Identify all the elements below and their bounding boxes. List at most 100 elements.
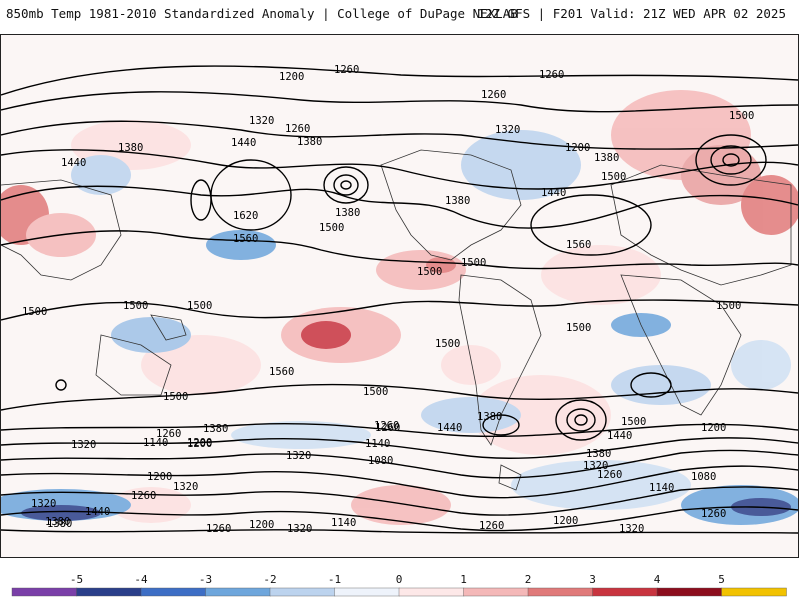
contour-label: 1380 (45, 516, 70, 528)
contour-label: 1380 (477, 411, 502, 423)
colorbar-tick-label: -4 (134, 573, 148, 586)
height-contours (1, 65, 798, 534)
contour-label: 1500 (601, 171, 626, 183)
contour-label: 1320 (286, 450, 311, 462)
contour-label: 1500 (461, 257, 486, 269)
contour-label: 1200 (249, 519, 274, 531)
contour-label: 1500 (363, 386, 388, 398)
contour-label: 1320 (31, 498, 56, 510)
colorbar-swatch (334, 587, 400, 597)
contour-label: 1560 (269, 366, 294, 378)
contour-label: 1440 (61, 157, 86, 169)
map-title: 850mb Temp 1981-2010 Standardized Anomal… (6, 6, 518, 21)
contour-label: 1500 (566, 322, 591, 334)
contour-label: 1320 (173, 481, 198, 493)
contour-label: 1440 (231, 137, 256, 149)
contour-label: 1320 (249, 115, 274, 127)
coastlines (1, 149, 792, 491)
contour-label: 1380 (335, 207, 360, 219)
colorbar-tick-label: 2 (525, 573, 532, 586)
contour-label: 1140 (143, 437, 168, 449)
contour-label: 1440 (541, 187, 566, 199)
contour-label: 1260 (131, 490, 156, 502)
colorbar-swatches (11, 587, 787, 597)
contour-label: 1260 (206, 523, 231, 535)
contour-label: 1200 (701, 422, 726, 434)
contour-label: 1500 (319, 222, 344, 234)
contour-label: 1500 (716, 300, 741, 312)
colorbar-tick-label: -2 (263, 573, 276, 586)
contour-label: 1440 (607, 430, 632, 442)
contour-label: 1380 (118, 142, 143, 154)
colorbar-swatch (76, 587, 142, 597)
contour-label: 1380 (586, 448, 611, 460)
contour-label: 1260 (375, 422, 400, 434)
contour-label: 1500 (417, 266, 442, 278)
contour-label: 1500 (22, 306, 47, 318)
colorbar-tick-label: -1 (328, 573, 341, 586)
contour-label: 1380 (297, 136, 322, 148)
colorbar-tick-label: 4 (654, 573, 661, 586)
contour-label: 1440 (437, 422, 462, 434)
colorbar-tick-label: 1 (460, 573, 467, 586)
colorbar-swatch (656, 587, 723, 597)
contour-labels: 1200 1260 1260 1260 1320 1260 1380 1440 … (22, 64, 754, 535)
contour-label: 1560 (233, 233, 258, 245)
contour-label: 1260 (701, 508, 726, 520)
contour-label: 1440 (85, 506, 110, 518)
colorbar-tick-label: 0 (396, 573, 403, 586)
contour-label: 1380 (594, 152, 619, 164)
contour-label: 1260 (479, 520, 504, 532)
contour-label: 1320 (619, 523, 644, 535)
colorbar-swatch (398, 587, 465, 597)
colorbar-swatch (463, 587, 529, 597)
contour-label: 1380 (203, 423, 228, 435)
contour-label: 1260 (374, 420, 399, 432)
anomaly-map: 1200 1260 1260 1260 1320 1260 1380 1440 … (0, 34, 799, 558)
contour-label: 1500 (187, 300, 212, 312)
contour-label: 1140 (331, 517, 356, 529)
contour-label: 1140 (365, 438, 390, 450)
contour-label: 1320 (495, 124, 520, 136)
contour-label: 1260 (285, 123, 310, 135)
colorbar-tick-label: 3 (589, 573, 596, 586)
contour-label: 1200 (147, 471, 172, 483)
contour-label: 1080 (691, 471, 716, 483)
contour-label: 1380 (445, 195, 470, 207)
colorbar-tick-label: 5 (718, 573, 725, 586)
contour-label: 1500 (435, 338, 460, 350)
colorbar-swatch (205, 587, 271, 597)
contour-label: 1320 (583, 460, 608, 472)
colorbar-tick-label: -5 (70, 573, 83, 586)
contour-label: 1500 (123, 300, 148, 312)
contour-label: 1560 (566, 239, 591, 251)
contour-label: 1620 (233, 210, 258, 222)
colorbar-tick-label: -3 (199, 573, 212, 586)
contour-label: 1500 (621, 416, 646, 428)
contour-label: 1500 (163, 391, 188, 403)
contour-label: 1200 (565, 142, 590, 154)
contour-label: 1320 (71, 439, 96, 451)
contour-label: 1200 (553, 515, 578, 527)
anomaly-colorbar: -5 -4 -3 -2 -1 0 1 2 3 4 5 (0, 568, 800, 600)
contour-label: 1320 (287, 523, 312, 535)
colorbar-swatch (527, 587, 594, 597)
anomaly-shading (1, 90, 798, 525)
contour-label: 1260 (597, 469, 622, 481)
contour-label: 1260 (481, 89, 506, 101)
colorbar-swatch (592, 587, 658, 597)
contour-label: 1200 (187, 438, 212, 450)
colorbar-ticks: -5 -4 -3 -2 -1 0 1 2 3 4 5 (70, 573, 725, 586)
contour-label: 1260 (334, 64, 359, 76)
model-run-info: 12Z GFS | F201 Valid: 21Z WED APR 02 202… (477, 6, 786, 21)
colorbar-swatch (140, 587, 207, 597)
contour-label: 1140 (649, 482, 674, 494)
contour-label: 1260 (156, 428, 181, 440)
contour-label: 1200 (279, 71, 304, 83)
colorbar-swatch (721, 587, 787, 597)
contour-label: 1200 (187, 437, 212, 449)
contour-label: 1380 (47, 518, 72, 530)
contour-label: 1080 (368, 455, 393, 467)
contour-label: 1260 (539, 69, 564, 81)
colorbar-swatch (269, 587, 336, 597)
